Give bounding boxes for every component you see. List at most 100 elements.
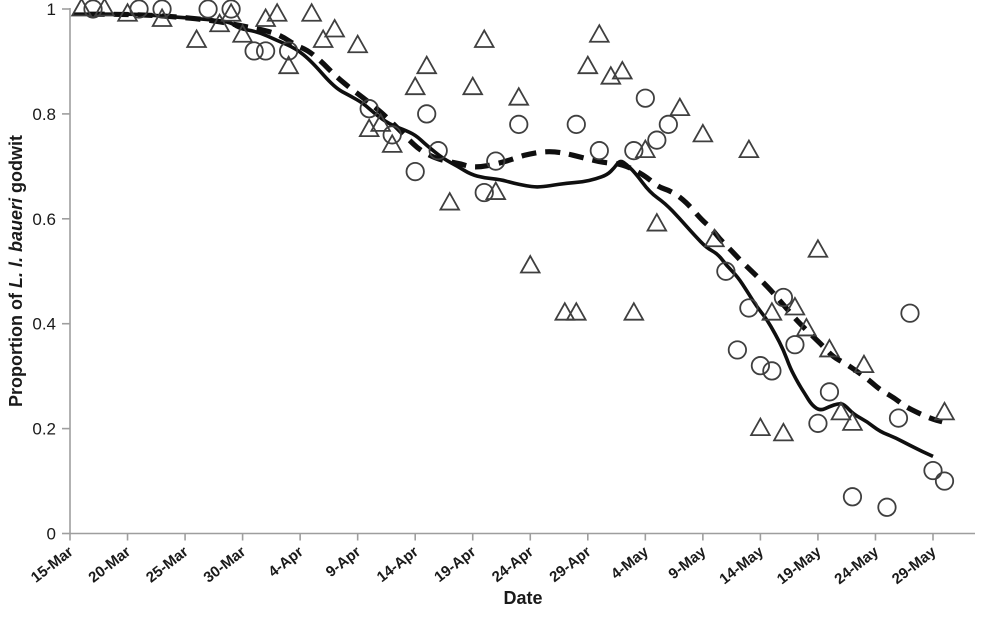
data-point-circle (773, 287, 794, 308)
data-point-circle (934, 471, 955, 491)
data-point-triangle (208, 12, 231, 33)
data-point-circle (221, 0, 241, 19)
data-point-triangle (933, 401, 956, 421)
x-tick-label: 25-Mar (143, 543, 192, 586)
dashed-trend-line (89, 11, 943, 425)
data-point-triangle (300, 2, 323, 22)
data-point-triangle (220, 2, 242, 22)
data-series (70, 0, 956, 517)
data-point-triangle (484, 180, 507, 200)
data-point-triangle (312, 28, 334, 48)
data-point-circle (244, 41, 264, 61)
data-point-circle (900, 303, 920, 323)
data-point-triangle (634, 138, 657, 159)
data-point-triangle (784, 296, 806, 316)
data-point-circle (739, 298, 759, 318)
data-point-circle (842, 487, 863, 507)
data-point-triangle (346, 33, 369, 54)
x-tick-label: 4-Apr (265, 543, 306, 581)
axes: 0 0.2 0.4 0.6 0.8 1 15-Mar 20-Mar 25-Mar 30-Mar 4-… (28, 0, 975, 588)
x-tick-label: 29-Apr (546, 543, 594, 586)
x-tick-label: 24-Apr (489, 543, 537, 586)
data-point-triangle (841, 411, 864, 431)
data-point-circle (382, 125, 402, 145)
data-point-circle (83, 0, 103, 19)
data-point-circle (762, 361, 782, 381)
x-tick-label: 30-Mar (200, 543, 249, 586)
y-tick-label: 0 (47, 525, 56, 544)
x-tick-label: 19-Apr (431, 543, 479, 586)
data-point-triangle (703, 227, 726, 248)
data-point-circle (152, 0, 172, 19)
x-tick-label: 9-Apr (323, 543, 364, 581)
data-point-triangle (381, 133, 404, 153)
data-point-circle (566, 114, 586, 134)
x-tick-label: 15-Mar (28, 543, 77, 586)
x-tick-label: 24-May (831, 543, 882, 588)
data-point-circle (750, 356, 771, 376)
data-point-triangle (645, 212, 668, 232)
data-point-circle (819, 382, 840, 402)
data-point-circle (474, 182, 494, 203)
x-axis-title: Date (503, 588, 542, 608)
data-point-circle (417, 104, 437, 124)
data-point-circle (624, 141, 644, 161)
data-point-triangle (692, 123, 714, 143)
data-point-circle (647, 130, 667, 150)
solid-trend-line (73, 12, 934, 459)
data-point-triangle (415, 54, 438, 75)
data-point-triangle (266, 2, 288, 22)
data-point-triangle (795, 317, 818, 337)
data-point-triangle (576, 54, 599, 75)
data-point-triangle (611, 60, 634, 80)
data-point-circle (716, 261, 736, 281)
data-point-triangle (669, 96, 691, 117)
data-point-triangle (830, 401, 852, 421)
data-point-triangle (588, 23, 611, 43)
data-point-triangle (438, 191, 461, 211)
x-tick-label: 19-May (774, 543, 825, 588)
data-point-circle (888, 408, 909, 428)
data-point-circle (808, 413, 828, 433)
data-point-triangle (185, 28, 208, 48)
data-point-circle (877, 497, 897, 517)
data-point-triangle (369, 112, 392, 132)
data-point-circle (359, 99, 379, 119)
data-point-triangle (473, 28, 496, 48)
data-point-triangle (761, 301, 783, 321)
x-tick-label: 20-Mar (85, 543, 134, 586)
x-tick-label: 29-May (889, 543, 940, 588)
x-tick-label: 14-May (716, 543, 767, 588)
data-point-triangle (772, 422, 795, 442)
y-tick-label: 1 (47, 0, 56, 19)
data-point-circle (509, 114, 529, 134)
data-point-triangle (738, 138, 760, 159)
y-tick-label: 0.6 (32, 210, 56, 229)
y-tick-label: 0.4 (32, 315, 56, 334)
data-point-triangle (507, 86, 530, 106)
data-point-triangle (116, 2, 139, 22)
data-point-triangle (70, 0, 93, 17)
y-axis-title-prefix: Proportion of (6, 288, 26, 407)
data-point-circle (279, 41, 299, 61)
data-point-triangle (565, 301, 588, 321)
data-point-triangle (323, 18, 346, 38)
data-point-triangle (749, 416, 772, 436)
data-point-circle (486, 151, 506, 171)
data-point-circle (428, 141, 448, 161)
data-point-triangle (519, 254, 542, 274)
data-point-circle (785, 335, 805, 355)
data-point-triangle (461, 75, 484, 96)
y-axis-title-species: L. l. baueri (6, 197, 26, 288)
data-point-triangle (553, 301, 576, 321)
data-point-triangle (277, 54, 300, 75)
data-point-circle (635, 88, 655, 108)
data-point-triangle (93, 0, 116, 17)
data-point-triangle (151, 7, 173, 27)
data-point-circle (658, 114, 678, 134)
data-point-circle (198, 0, 218, 19)
x-tick-label: 9-May (665, 543, 709, 583)
x-tick-label: 14-Apr (374, 543, 422, 586)
